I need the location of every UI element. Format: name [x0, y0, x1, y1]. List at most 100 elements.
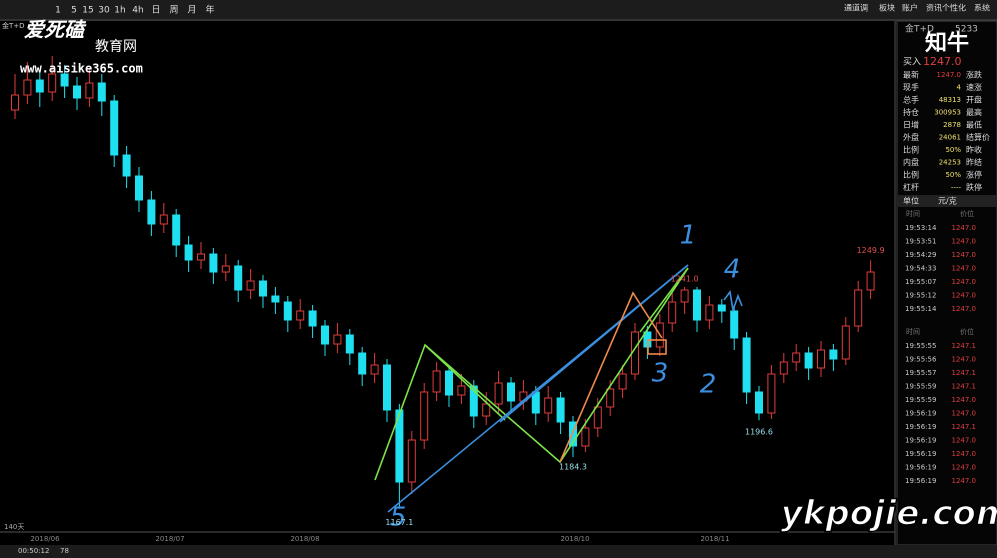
date-label: 2018/07	[155, 535, 184, 543]
period-button[interactable]: 年	[205, 4, 214, 16]
candle-body	[556, 397, 565, 423]
candle-body	[593, 406, 602, 429]
date-label: 2018/08	[290, 535, 319, 543]
quote-field: 昨收	[966, 145, 982, 155]
tick-time: 19:56:19	[905, 410, 936, 418]
quote-name: 内盘	[903, 157, 919, 167]
quote-field: 最低	[966, 120, 982, 130]
unit-label: 单位	[903, 196, 919, 206]
menu-item[interactable]: 通道调	[844, 3, 868, 13]
green-short	[639, 267, 689, 333]
candle-body	[321, 325, 329, 345]
candle-body	[507, 382, 515, 402]
period-button[interactable]: 30	[98, 6, 110, 16]
menu-item[interactable]: 系统	[974, 3, 990, 13]
candle-body	[482, 403, 491, 417]
candle-body	[197, 253, 205, 261]
quote-name: 最新	[903, 70, 919, 80]
candle-body	[35, 79, 44, 93]
tick-price: 1247.0	[952, 265, 977, 273]
tick-price: 1247.0	[952, 278, 977, 286]
side-panel	[896, 20, 997, 546]
tick-time: 19:56:19	[905, 423, 936, 431]
period-button[interactable]: 4h	[132, 6, 143, 16]
tick-time: 19:55:59	[905, 396, 936, 404]
quote-field: 涨跌	[966, 70, 982, 80]
candle-body	[792, 352, 801, 363]
menu-item[interactable]: 个性化	[942, 3, 966, 13]
tick-time: 19:55:12	[905, 292, 936, 300]
blue-line	[499, 264, 689, 423]
price-annotation: 1196.6	[745, 428, 773, 437]
green-leg	[424, 344, 506, 421]
tick-price: 1247.0	[952, 410, 977, 418]
tick-time: 19:55:07	[905, 278, 936, 286]
tick-time: 19:53:51	[905, 238, 936, 246]
period-button[interactable]: 1h	[114, 6, 125, 16]
candle-body	[234, 265, 243, 291]
tick-price: 1247.0	[952, 396, 977, 404]
watermark-corner: ykpojie.com	[781, 494, 997, 534]
period-button[interactable]: 5	[71, 6, 77, 16]
tick-time: 19:56:19	[905, 437, 936, 445]
date-label: 2018/06	[30, 535, 60, 543]
tick-price: 1247.1	[952, 423, 977, 431]
tick-price: 1247.0	[952, 464, 977, 472]
period-button[interactable]: 1	[55, 6, 61, 16]
tick-price: 1247.1	[952, 383, 977, 391]
status-bar	[0, 545, 997, 558]
span-label: 140天	[4, 523, 24, 531]
candle-body	[308, 310, 317, 327]
candle-body	[730, 310, 739, 339]
candle-body	[767, 373, 776, 414]
quote-name: 比例	[903, 170, 919, 180]
menu-item[interactable]: 账户	[902, 3, 918, 13]
candle-body	[172, 214, 181, 246]
candle-body	[370, 364, 379, 375]
candle-body	[804, 352, 813, 369]
candle-body	[259, 280, 267, 297]
symbol-label: 金T+D	[2, 21, 25, 30]
tick-price: 1247.0	[952, 251, 977, 259]
tick-time: 19:56:19	[905, 477, 936, 485]
menu-item[interactable]: 板块	[879, 3, 895, 13]
quote-value: 48313	[939, 96, 961, 104]
watermark-sub: 教育网	[95, 39, 137, 55]
candle-body	[494, 382, 503, 405]
period-button[interactable]: 日	[151, 5, 160, 16]
candle-body	[283, 301, 292, 321]
period-button[interactable]: 周	[169, 5, 178, 16]
candle-body	[693, 289, 701, 321]
quote-field: 涨停	[966, 170, 982, 180]
quote-value: 50%	[945, 146, 961, 154]
candle-body	[11, 94, 19, 111]
panel-code: 5233	[955, 25, 978, 35]
candle-body	[271, 295, 280, 303]
quote-value: 24061	[939, 134, 961, 142]
candle-body	[221, 265, 230, 273]
quote-field: 速涨	[966, 82, 982, 92]
period-button[interactable]: 月	[187, 5, 196, 16]
watermark-url: www.aisike365.com	[20, 62, 143, 76]
candles	[11, 56, 875, 509]
quote-value: 300953	[934, 109, 961, 117]
tick-time: 19:54:29	[905, 251, 936, 259]
candle-body	[618, 373, 627, 390]
candle-body	[445, 370, 453, 396]
tick-time: 19:56:19	[905, 450, 936, 458]
date-label: 2018/10	[560, 535, 589, 543]
quote-name: 总手	[903, 95, 919, 105]
date-label: 2018/11	[700, 535, 729, 543]
tick-time: 19:55:57	[905, 369, 936, 377]
hand-mark: 2	[700, 370, 717, 400]
candle-body	[395, 409, 404, 483]
period-button[interactable]: 15	[82, 6, 93, 16]
panel-symbol: 金T+D	[905, 23, 934, 35]
candle-body	[668, 301, 677, 324]
menu-item[interactable]: 资讯	[926, 3, 942, 13]
tick-time: 19:55:55	[905, 342, 936, 350]
hand-mark: 1	[680, 221, 697, 251]
quote-name: 日增	[903, 120, 919, 130]
watermark-logo: 知牛	[925, 30, 969, 56]
